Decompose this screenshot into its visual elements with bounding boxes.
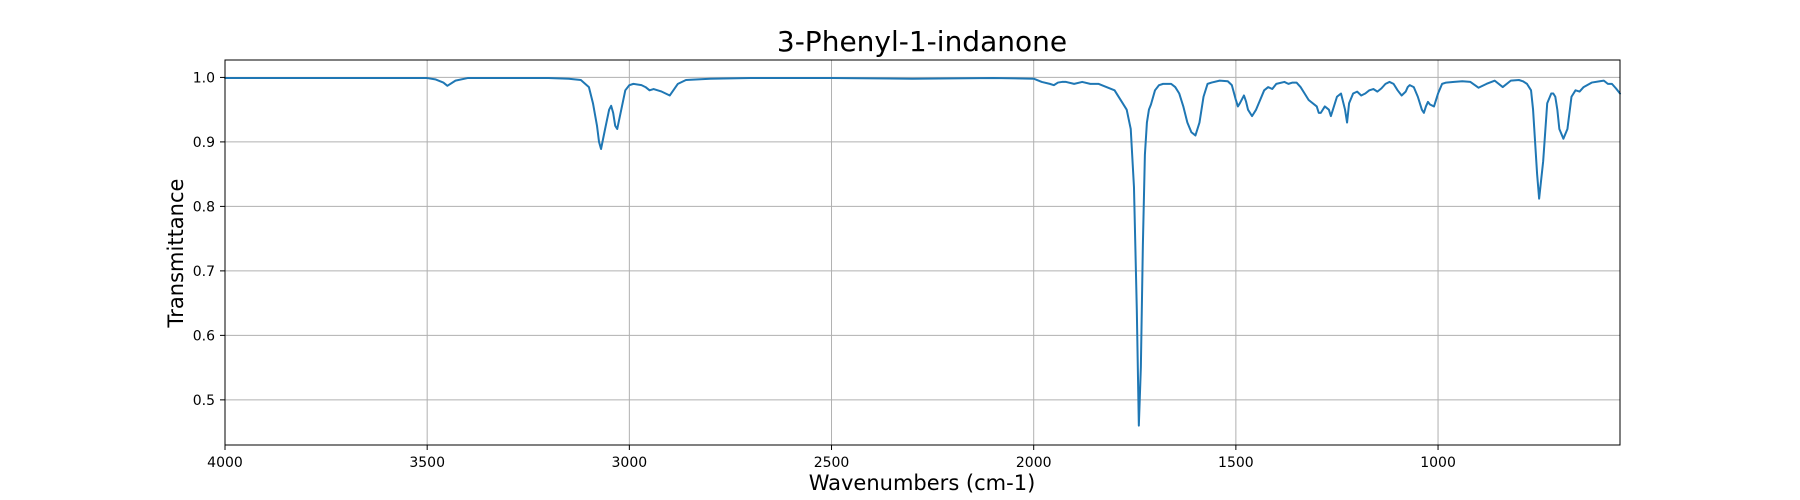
x-tick-label: 3000 — [612, 455, 648, 471]
x-tick-label: 4000 — [207, 455, 243, 471]
y-axis-label: Transmittance — [164, 179, 188, 329]
y-tick-label: 1.0 — [193, 70, 215, 86]
y-tick-label: 0.7 — [193, 264, 215, 280]
x-tick-label: 1000 — [1420, 455, 1456, 471]
plot-frame — [224, 59, 1621, 446]
x-axis-label: Wavenumbers (cm-1) — [809, 471, 1036, 495]
x-tick-label: 2500 — [814, 455, 850, 471]
grid — [224, 60, 1620, 445]
x-tick-label: 2000 — [1016, 455, 1052, 471]
y-axis-ticks: 0.5 0.6 0.7 0.8 0.9 1.0 — [193, 70, 225, 409]
series-layer — [224, 77, 1621, 427]
y-tick-label: 0.8 — [193, 199, 215, 215]
x-tick-label: 3500 — [409, 455, 445, 471]
x-axis-ticks: 4000 3500 3000 2500 2000 1500 1000 — [207, 445, 1456, 471]
series-line-transmittance — [224, 77, 1621, 427]
chart-title: 3-Phenyl-1-indanone — [777, 25, 1067, 58]
y-tick-label: 0.6 — [193, 328, 215, 344]
x-tick-label: 1500 — [1218, 455, 1254, 471]
y-tick-label: 0.9 — [193, 135, 215, 151]
y-tick-label: 0.5 — [193, 393, 215, 409]
